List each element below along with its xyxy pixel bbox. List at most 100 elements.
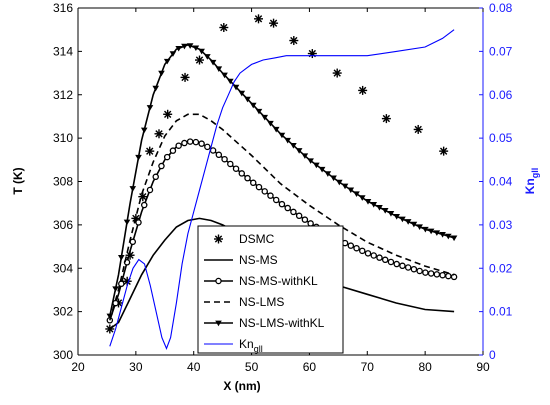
dsmc-point-stroke bbox=[333, 69, 341, 77]
triangle-marker bbox=[427, 228, 435, 235]
dsmc-point bbox=[269, 18, 279, 28]
dsmc-point-stroke bbox=[155, 130, 163, 138]
triangle-marker bbox=[347, 187, 355, 194]
circle-marker bbox=[376, 254, 383, 261]
dsmc-point bbox=[219, 23, 229, 33]
triangle-marker bbox=[117, 255, 125, 261]
legend-asterisk-stroke bbox=[214, 235, 223, 243]
legend-entry-1: NS-MS bbox=[204, 253, 278, 267]
circle-marker bbox=[152, 173, 159, 181]
x-axis-title: X (nm) bbox=[223, 379, 260, 393]
dsmc-point-stroke bbox=[164, 110, 172, 118]
triangle-marker bbox=[255, 108, 263, 115]
y-tick-label: 302 bbox=[53, 305, 73, 319]
triangle-marker bbox=[221, 72, 228, 79]
legend-label: NS-MS-withKL bbox=[239, 274, 318, 288]
dsmc-point-stroke bbox=[414, 125, 422, 134]
circle-marker bbox=[163, 153, 171, 161]
triangle-marker bbox=[416, 224, 423, 230]
y2-tick-label: 0.08 bbox=[489, 1, 513, 15]
circle-marker bbox=[381, 256, 389, 264]
y-tick-label: 314 bbox=[53, 44, 73, 58]
dsmc-point bbox=[439, 146, 449, 156]
dsmc-point bbox=[180, 72, 190, 82]
triangle-marker bbox=[209, 59, 217, 66]
y-tick-label: 312 bbox=[53, 88, 73, 102]
circle-marker bbox=[387, 258, 395, 266]
circle-marker bbox=[140, 201, 148, 209]
dsmc-point-stroke bbox=[181, 73, 189, 82]
circle-marker bbox=[307, 220, 314, 227]
circle-marker bbox=[410, 265, 418, 273]
triangle-marker bbox=[353, 191, 360, 197]
y2-tick-label: 0.03 bbox=[489, 218, 513, 232]
triangle-marker bbox=[290, 143, 297, 149]
circle-marker bbox=[295, 212, 303, 220]
triangle-marker bbox=[376, 205, 383, 211]
legend-entry-2: NS-MS-withKL bbox=[204, 274, 318, 288]
triangle-marker bbox=[146, 105, 154, 111]
circle-marker bbox=[422, 269, 429, 276]
dsmc-point-stroke bbox=[220, 23, 228, 32]
series-line-5 bbox=[109, 29, 455, 350]
legend-label-main: NS-MS bbox=[239, 253, 278, 267]
x-tick-label: 40 bbox=[187, 360, 201, 374]
circle-marker bbox=[416, 267, 423, 275]
dsmc-point bbox=[289, 36, 299, 46]
circle-marker bbox=[427, 270, 435, 277]
circle-marker bbox=[255, 183, 263, 191]
triangle-marker bbox=[318, 166, 326, 173]
circle-marker bbox=[158, 162, 165, 170]
legend-label-main: DSMC bbox=[239, 232, 275, 246]
legend: DSMC NS-MS NS-MS-withKL NS-LMS NS-LMS-withKL… bbox=[197, 225, 344, 354]
legend-circle bbox=[215, 277, 222, 285]
circle-marker bbox=[209, 147, 217, 154]
x-tick-label: 50 bbox=[245, 360, 259, 374]
circle-marker bbox=[284, 204, 291, 212]
y2-axis-title: Kngll bbox=[523, 168, 540, 195]
circle-marker bbox=[169, 147, 177, 154]
triangle-marker bbox=[393, 214, 400, 220]
dsmc-point-stroke bbox=[290, 36, 298, 45]
triangle-marker bbox=[336, 179, 343, 186]
dsmc-point-stroke bbox=[195, 56, 204, 64]
x-tick-label: 60 bbox=[303, 360, 317, 374]
circle-marker bbox=[267, 192, 274, 199]
triangle-marker bbox=[445, 233, 452, 240]
circle-marker bbox=[135, 219, 142, 226]
circle-marker bbox=[450, 273, 458, 281]
x-tick-label: 70 bbox=[361, 360, 375, 374]
y2-axis-title-sub: gll bbox=[530, 168, 540, 179]
dsmc-point-stroke bbox=[439, 147, 448, 155]
legend-box bbox=[197, 225, 344, 354]
dsmc-point bbox=[254, 14, 264, 24]
circle-marker bbox=[198, 140, 205, 147]
triangle-marker bbox=[140, 127, 148, 134]
dsmc-point bbox=[145, 146, 155, 156]
circle-marker bbox=[250, 179, 257, 187]
triangle-marker bbox=[433, 230, 441, 236]
triangle-marker bbox=[301, 153, 309, 159]
circle-marker bbox=[232, 165, 240, 172]
triangle-marker bbox=[450, 235, 458, 242]
triangle-marker bbox=[198, 48, 205, 55]
y-tick-label: 304 bbox=[53, 261, 73, 275]
triangle-marker bbox=[324, 171, 332, 177]
x-tick-label: 30 bbox=[129, 360, 143, 374]
y2-tick-label: 0.05 bbox=[489, 131, 513, 145]
circle-marker bbox=[244, 174, 251, 182]
triangle-marker bbox=[370, 202, 378, 208]
dsmc-point-stroke bbox=[382, 114, 391, 123]
axes-layer: 20 30 40 50 60 70 80 90 300 302 304 306 308 310 312 314… bbox=[53, 1, 513, 374]
triangle-marker bbox=[261, 114, 269, 121]
triangle-marker bbox=[358, 195, 366, 201]
circle-marker bbox=[261, 188, 268, 195]
triangle-marker bbox=[192, 45, 200, 52]
triangle-marker bbox=[186, 43, 194, 49]
triangle-marker bbox=[123, 219, 131, 226]
legend-label: NS-MS bbox=[239, 253, 278, 267]
triangle-marker bbox=[163, 58, 171, 65]
dsmc-point bbox=[413, 124, 423, 134]
triangle-marker bbox=[249, 102, 257, 109]
